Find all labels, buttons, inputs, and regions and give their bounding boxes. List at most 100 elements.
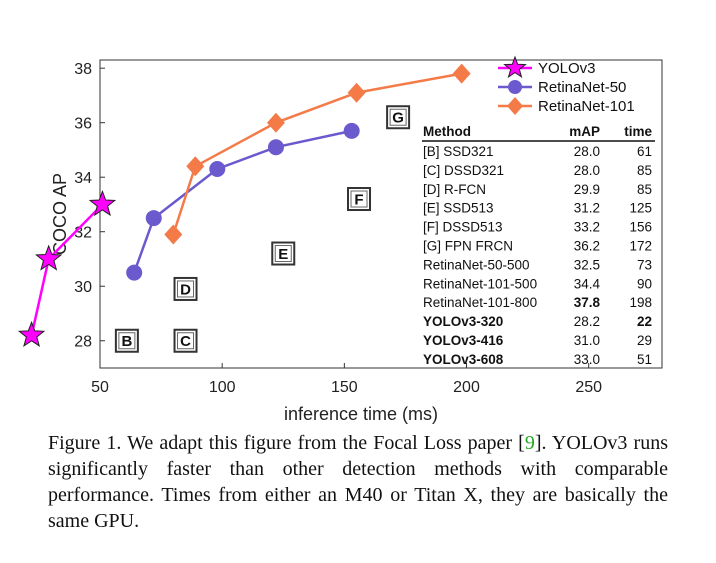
box-inner — [177, 280, 195, 298]
series-line-retinanet-101 — [172, 72, 462, 235]
table-cell-method: YOLOv3-320 — [423, 314, 503, 329]
table-row: [D] R-FCN 29.9 85 — [423, 182, 652, 197]
table-cell-time: 22 — [637, 314, 652, 329]
caption-citation-link[interactable]: 9 — [524, 432, 535, 454]
table-row: YOLOv3-608 33.0 51 — [423, 352, 652, 367]
data-point-retinanet-50 — [343, 122, 360, 139]
series-retinanet-50 — [126, 122, 360, 281]
box-inner — [274, 245, 292, 263]
y-tick-label: 36 — [74, 116, 92, 133]
data-point-retinanet-50 — [267, 139, 284, 156]
data-point-retinanet-101 — [347, 82, 366, 103]
table-header-cell: Method — [423, 124, 471, 139]
data-point-yolov3 — [17, 320, 46, 347]
table-row: RetinaNet-101-800 37.8 198 — [423, 295, 652, 310]
y-tick-label: 34 — [74, 170, 92, 187]
table-cell-method: RetinaNet-101-500 — [423, 276, 537, 291]
data-point-retinanet-101 — [266, 112, 285, 133]
table-row: RetinaNet-50-500 32.5 73 — [423, 257, 652, 272]
table-cell-map: 31.2 — [574, 201, 600, 216]
box-annotation-e: E — [271, 241, 296, 266]
data-point-retinanet-50 — [145, 210, 162, 227]
table-cell-map: 29.9 — [574, 182, 600, 197]
legend-marker — [503, 55, 527, 79]
table-row: [C] DSSD321 28.0 85 — [423, 163, 652, 178]
data-point-yolov3 — [88, 190, 117, 217]
table-cell-time: 125 — [629, 201, 652, 216]
table-cell-map: 37.8 — [574, 295, 601, 310]
x-tick-label: 200 — [453, 379, 480, 396]
legend-entry-retinanet-101: RetinaNet-101 — [498, 97, 635, 115]
y-axis-label: COCO AP — [50, 173, 70, 255]
x-tick-label: 50 — [91, 379, 109, 396]
box-letter: F — [354, 192, 363, 209]
legend-label: YOLOv3 — [538, 60, 596, 77]
box-annotation-c: C — [173, 328, 198, 353]
table-cell-method: [B] SSD321 — [423, 144, 494, 159]
table-cell-method: RetinaNet-50-500 — [423, 257, 530, 272]
table-cell-method: YOLOv3-608 — [423, 352, 504, 367]
table-cell-time: 172 — [629, 239, 652, 254]
box-letter: C — [180, 333, 191, 350]
box-letter: D — [180, 281, 191, 298]
table-cell-map: 33.2 — [574, 220, 600, 235]
table-cell-method: [F] DSSD513 — [423, 220, 503, 235]
box-letter: G — [392, 110, 404, 127]
table-cell-time: 85 — [637, 163, 652, 178]
box-annotation-f: F — [347, 187, 372, 212]
box-inner — [389, 108, 407, 126]
box-inner — [350, 190, 368, 208]
legend-label: RetinaNet-101 — [538, 98, 635, 115]
x-tick-label: 150 — [331, 379, 358, 396]
table-cell-map: 33.0 — [574, 352, 600, 367]
table-header-cell: mAP — [569, 124, 600, 139]
table-row: [G] FPN FRCN 36.2 172 — [423, 239, 652, 254]
box-inner — [118, 332, 136, 350]
table-header: Method mAP time — [423, 124, 652, 139]
series-layer — [17, 63, 471, 347]
table-cell-time: 156 — [629, 220, 652, 235]
x-tick-label: 250 — [575, 379, 602, 396]
data-point-retinanet-101 — [164, 224, 183, 245]
table-cell-method: RetinaNet-101-800 — [423, 295, 537, 310]
table-row: [E] SSD513 31.2 125 — [423, 201, 652, 216]
series-retinanet-101 — [164, 63, 471, 245]
table-row: [B] SSD321 28.0 61 — [423, 144, 652, 159]
table-cell-method: YOLOv3-416 — [423, 333, 504, 348]
legend-label: RetinaNet-50 — [538, 79, 626, 96]
table-cell-map: 32.5 — [574, 257, 600, 272]
legend-entry-retinanet-50: RetinaNet-50 — [498, 79, 626, 96]
table-cell-method: [C] DSSD321 — [423, 163, 504, 178]
legend-marker — [507, 97, 523, 115]
data-point-retinanet-101 — [186, 156, 205, 177]
table-cell-map: 34.4 — [574, 276, 601, 291]
table-cell-map: 31.0 — [574, 333, 600, 348]
table-cell-time: 29 — [637, 333, 652, 348]
box-annotation-d: D — [173, 276, 198, 301]
box-letter: E — [278, 246, 288, 263]
y-tick-label: 38 — [74, 61, 92, 78]
table-cell-map: 28.2 — [574, 314, 600, 329]
table-row: [F] DSSD513 33.2 156 — [423, 220, 652, 235]
y-tick-label: 30 — [74, 279, 92, 296]
series-yolov3 — [17, 190, 117, 347]
chart-axes: 50 100 150 200 250 28 30 32 34 36 38 inference time… — [50, 59, 663, 424]
x-tick-label: 100 — [209, 379, 236, 396]
box-annotation-b: B — [114, 328, 139, 353]
caption-text-start: Figure 1. We adapt this figure from the … — [48, 432, 525, 454]
box-inner — [177, 332, 195, 350]
table-cell-map: 28.0 — [574, 144, 600, 159]
table-row: YOLOv3-416 31.0 29 — [423, 333, 652, 348]
box-letter: B — [121, 333, 132, 350]
data-point-retinanet-50 — [209, 161, 226, 178]
table-header-cell: time — [624, 124, 652, 139]
table-cell-time: 61 — [637, 144, 652, 159]
table-cell-time: 198 — [629, 295, 652, 310]
table-cell-method: [D] R-FCN — [423, 182, 486, 197]
chart: 50 100 150 200 250 28 30 32 34 36 38 inference time… — [17, 55, 663, 424]
table-cell-time: 51 — [637, 352, 652, 367]
y-tick-label: 32 — [74, 225, 92, 242]
legend-entry-yolov3: YOLOv3 — [498, 55, 596, 79]
figure-caption: Figure 1. We adapt this figure from the … — [48, 430, 668, 534]
legend-marker — [508, 80, 522, 94]
